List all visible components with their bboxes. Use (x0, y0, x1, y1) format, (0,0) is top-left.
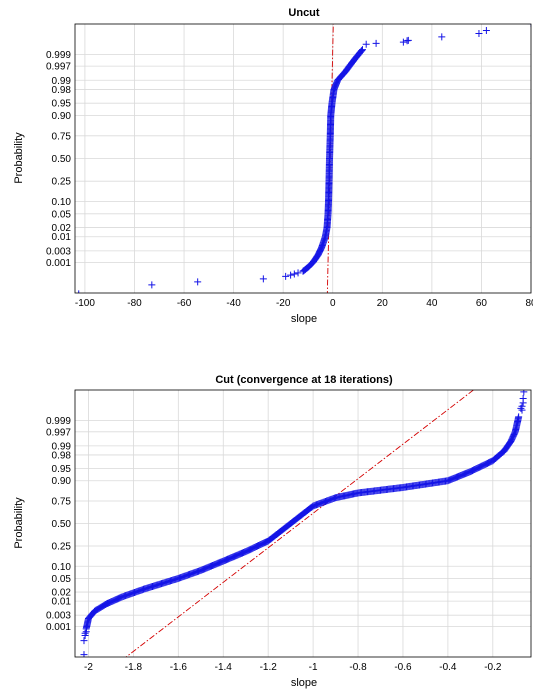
y-tick-label: 0.75 (52, 131, 72, 142)
data-point (357, 47, 365, 55)
y-tick-label: 0.95 (52, 464, 72, 475)
y-tick-label: 0.003 (46, 246, 71, 257)
data-point (482, 26, 490, 34)
data-point (438, 33, 446, 41)
y-tick-label: 0.001 (46, 622, 71, 633)
x-tick-label: 80 (525, 298, 533, 309)
x-tick-label: -1.2 (260, 662, 278, 673)
x-tick-label: -0.8 (349, 662, 367, 673)
data-point (358, 46, 366, 54)
data-point (80, 637, 88, 645)
y-tick-label: 0.997 (46, 427, 71, 438)
x-tick-label: -1.4 (215, 662, 233, 673)
x-tick-label: 60 (476, 298, 488, 309)
y-tick-label: 0.003 (46, 611, 71, 622)
x-tick-label: -100 (75, 298, 95, 309)
y-tick-label: 0.10 (52, 197, 72, 208)
data-point (290, 270, 298, 278)
x-tick-label: -1.6 (170, 662, 188, 673)
y-tick-label: 0.99 (52, 441, 72, 452)
y-axis-label: Probability (13, 132, 25, 184)
data-point (475, 29, 483, 37)
cut-plot-panel: Cut (convergence at 18 iterations) -2 -1.… (13, 374, 532, 689)
chart-title: Uncut (288, 7, 320, 19)
y-tick-label: 0.25 (52, 177, 72, 188)
data-point (148, 281, 156, 289)
x-tick-label: -0.4 (439, 662, 457, 673)
data-point (259, 275, 267, 283)
y-tick-label: 0.99 (52, 76, 72, 87)
data-point (362, 40, 370, 48)
plot-frame (74, 23, 532, 294)
x-tick-label: 0 (330, 298, 336, 309)
x-tick-label: 40 (426, 298, 438, 309)
data-point (282, 272, 290, 280)
data-point (294, 269, 302, 277)
data-point (403, 37, 411, 45)
y-tick-label: 0.98 (52, 85, 72, 96)
data-point (82, 628, 90, 636)
x-tick-label: -0.6 (394, 662, 412, 673)
y-tick-label: 0.01 (52, 597, 72, 608)
data-point (194, 278, 202, 286)
y-tick-label: 0.95 (52, 99, 72, 110)
y-tick-label: 0.999 (46, 50, 71, 61)
y-tick-label: 0.01 (52, 232, 72, 243)
y-tick-label: 0.02 (52, 588, 72, 599)
plot-frame (74, 389, 532, 658)
y-tick-label: 0.90 (52, 111, 72, 122)
reference-line (125, 390, 475, 657)
data-point (81, 629, 89, 637)
x-axis-label: slope (291, 677, 317, 689)
y-tick-label: 0.90 (52, 476, 72, 487)
data-point (519, 394, 527, 402)
y-tick-label: 0.50 (52, 519, 72, 530)
y-tick-label: 0.05 (52, 209, 72, 220)
x-tick-label: -1 (309, 662, 318, 673)
data-point (518, 402, 526, 410)
x-tick-label: -40 (226, 298, 241, 309)
x-tick-label: -2 (84, 662, 93, 673)
y-tick-label: 0.999 (46, 416, 71, 427)
x-tick-label: -80 (127, 298, 142, 309)
y-tick-label: 0.50 (52, 154, 72, 165)
y-tick-label: 0.25 (52, 542, 72, 553)
data-point (287, 271, 295, 279)
y-tick-label: 0.98 (52, 450, 72, 461)
data-point (358, 47, 366, 55)
chart-title: Cut (convergence at 18 iterations) (215, 374, 393, 386)
reference-line (326, 24, 334, 293)
y-tick-label: 0.997 (46, 62, 71, 73)
x-tick-label: -1.8 (125, 662, 143, 673)
y-tick-label: 0.02 (52, 223, 72, 234)
x-axis-label: slope (291, 313, 317, 325)
x-tick-label: -60 (177, 298, 192, 309)
y-tick-label: 0.001 (46, 258, 71, 269)
data-point (372, 39, 380, 47)
data-point (399, 38, 407, 46)
data-point (527, 24, 531, 28)
x-tick-label: 20 (377, 298, 389, 309)
y-tick-label: 0.05 (52, 574, 72, 585)
y-tick-label: 0.75 (52, 496, 72, 507)
x-tick-label: -0.2 (484, 662, 502, 673)
data-point (515, 413, 523, 421)
data-point (78, 290, 80, 293)
x-tick-label: -20 (276, 298, 291, 309)
y-tick-label: 0.10 (52, 562, 72, 573)
data-point (520, 390, 528, 396)
y-axis-label: Probability (13, 497, 25, 549)
